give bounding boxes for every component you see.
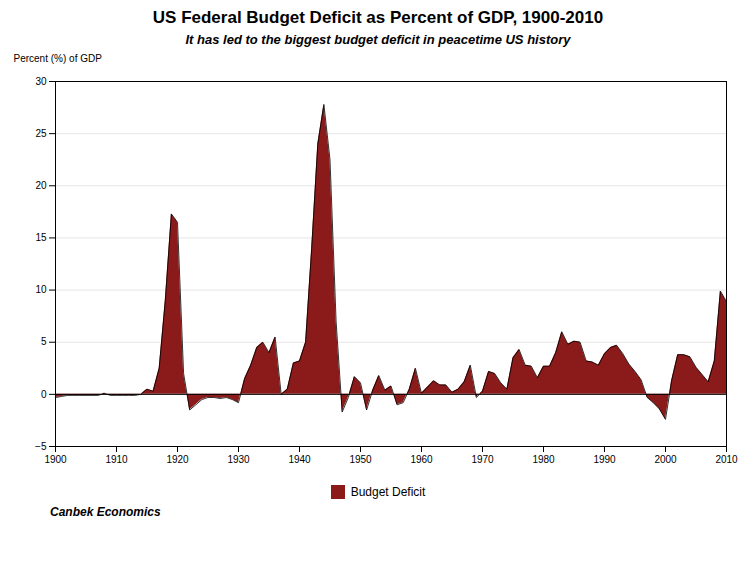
svg-text:1970: 1970 [471, 454, 494, 465]
svg-text:2000: 2000 [654, 454, 677, 465]
svg-text:30: 30 [35, 76, 47, 87]
svg-text:1980: 1980 [532, 454, 555, 465]
svg-text:−5: −5 [35, 441, 47, 452]
svg-text:0: 0 [41, 389, 47, 400]
svg-text:20: 20 [35, 180, 47, 191]
html-text:It has led to the biggest budg: It has led to the biggest budget deficit… [185, 32, 571, 47]
svg-text:15: 15 [35, 232, 47, 243]
svg-text:1920: 1920 [166, 454, 189, 465]
svg-text:1910: 1910 [105, 454, 128, 465]
svg-text:25: 25 [35, 128, 47, 139]
svg-text:5: 5 [41, 336, 47, 347]
svg-text:1900: 1900 [44, 454, 67, 465]
html-text:Canbek Economics: Canbek Economics [50, 505, 161, 519]
svg-text:1930: 1930 [227, 454, 250, 465]
svg-text:2010: 2010 [715, 454, 738, 465]
svg-text:10: 10 [35, 284, 47, 295]
svg-text:Percent (%) of GDP: Percent (%) of GDP [14, 53, 103, 64]
svg-text:1960: 1960 [410, 454, 433, 465]
html-text:Budget Deficit: Budget Deficit [350, 485, 426, 499]
svg-text:1940: 1940 [288, 454, 311, 465]
html-text:US Federal Budget Deficit as P: US Federal Budget Deficit as Percent of … [152, 8, 604, 27]
svg-text:1990: 1990 [593, 454, 616, 465]
svg-text:1950: 1950 [349, 454, 372, 465]
